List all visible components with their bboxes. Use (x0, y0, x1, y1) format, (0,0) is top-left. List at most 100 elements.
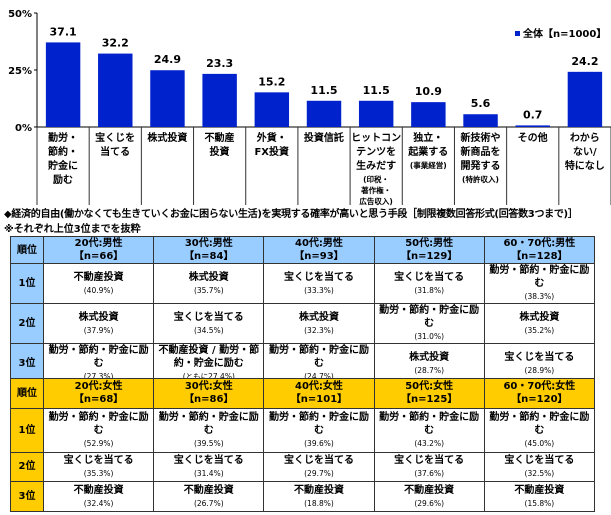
rank-label: 3位 (10, 481, 44, 512)
category-text: ヒットコン テンツを 生みだす (351, 133, 402, 172)
ranking-cell: 不動産投資 (18.8%) (263, 481, 375, 512)
group-label: 60・70代:男性 (503, 238, 576, 249)
ranking-cell: 宝くじを当てる (31.4%) (153, 451, 265, 483)
answer: 宝くじを当てる (283, 271, 354, 283)
answer: 不動産投資 (293, 484, 344, 496)
answer: 株式投資 (409, 351, 450, 363)
sample-size: 【n=101】 (290, 394, 348, 406)
bar (306, 100, 342, 127)
answer: 不動産投資 (73, 271, 124, 283)
answer: 宝くじを当てる (394, 454, 465, 466)
category-text: 株式投資 (147, 133, 188, 144)
answer: 宝くじを当てる (504, 351, 575, 363)
percentage: (32.3%) (304, 325, 334, 335)
percentage: (39.6%) (304, 438, 334, 448)
ranking-cell: 宝くじを当てる (29.7%) (263, 451, 375, 483)
ranking-cell: 宝くじを当てる (33.3%) (263, 263, 375, 304)
ranking-cell: 不動産投資 / 勤労・節約・貯金に励む (ともに27.4%) (153, 343, 265, 384)
sample-size: 【n=68】 (73, 394, 124, 406)
percentage: (33.3%) (304, 285, 334, 295)
ranking-cell: 株式投資 (35.2%) (483, 303, 596, 344)
ranking-cell: 宝くじを当てる (35.3%) (42, 451, 155, 483)
male-ranking-table: 順位 20代:男性 【n=66】 30代:男性 【n=84】 40代:男性 【n=93】 50… (10, 236, 596, 384)
percentage: (45.0%) (524, 438, 555, 448)
percentage: (35.7%) (193, 285, 224, 295)
data-label: 24.2 (571, 55, 598, 68)
percentage: (40.9%) (83, 285, 114, 295)
group-label: 40代:男性 (295, 238, 343, 249)
percentage: (34.5%) (193, 325, 224, 335)
bar (358, 100, 394, 127)
group-label: 20代:男性 (74, 238, 123, 249)
bar (463, 114, 498, 127)
sample-size: 【n=128】 (511, 251, 568, 262)
percentage: (31.4%) (193, 468, 224, 478)
bar (45, 42, 81, 127)
header-row: 順位 20代:男性 【n=66】 30代:男性 【n=84】 40代:男性 【n=93】 50… (10, 236, 596, 264)
sample-size: 【n=84】 (184, 251, 234, 262)
group-header: 50代:男性 【n=129】 (373, 236, 485, 264)
female-ranking-table: 順位 20代:女性 【n=68】 30代:女性 【n=86】 40代:女性 【n=101】 5… (10, 378, 596, 512)
percentage: (31.8%) (414, 285, 444, 295)
ranking-cell: 宝くじを当てる (32.5%) (483, 451, 596, 483)
sample-size: 【n=120】 (511, 394, 568, 406)
sample-size: 【n=129】 (400, 251, 458, 262)
ranking-cell: 勤労・節約・貯金に励む (39.6%) (263, 407, 375, 453)
ranking-cell: 宝くじを当てる (31.8%) (373, 263, 485, 304)
data-label: 32.2 (102, 37, 129, 50)
bar (515, 125, 550, 127)
percentage: (38.3%) (524, 292, 555, 301)
rank-row: 1位 不動産投資 (40.9%) 株式投資 (35.7%) 宝くじを当てる (33.3%) 宝… (10, 263, 596, 304)
sample-size: 【n=125】 (400, 394, 458, 406)
group-header: 30代:男性 【n=84】 (153, 236, 265, 264)
category-label: 外貨・ FX投資 (246, 132, 298, 160)
ranking-cell: 株式投資 (28.7%) (373, 343, 485, 384)
answer: 不動産投資 (73, 484, 124, 496)
answer: 勤労・節約・貯金に励む (489, 265, 590, 289)
answer: 不動産投資 (183, 484, 234, 496)
answer: 不動産投資 (404, 484, 455, 496)
ranking-cell: 勤労・節約・貯金に励む (52.9%) (42, 407, 155, 453)
percentage: (35.3%) (83, 468, 114, 478)
category-label: 不動産 投資 (194, 132, 246, 160)
category-label: わから ない/ 特になし (559, 132, 611, 174)
data-label: 23.3 (206, 57, 233, 70)
category-text: その他 (517, 133, 548, 144)
category-note: (特許収入) (462, 175, 499, 184)
group-header: 30代:女性 【n=86】 (153, 378, 265, 409)
category-note: (事業経営) (409, 161, 447, 170)
group-label: 60・70代:女性 (503, 381, 576, 393)
category-text: 新技術や 新商品を 開発する (460, 133, 501, 172)
category-label: 独立・ 起業する (事業経営) (402, 132, 454, 171)
category-label: 投資信託 (298, 132, 350, 146)
category-label: その他 (507, 132, 559, 146)
percentage: (32.5%) (524, 468, 555, 478)
group-header: 20代:男性 【n=66】 (42, 236, 155, 264)
ranking-cell: 勤労・節約・貯金に励む (24.7%) (263, 343, 375, 384)
bar (411, 102, 446, 127)
answer: 勤労・節約・貯金に励む (379, 305, 480, 329)
survey-title: ◆経済的自由(働かなくても生きていくお金に困らない生活)を実現する確率が高いと思… (4, 209, 578, 220)
data-label: 37.1 (50, 25, 77, 38)
category-text: 宝くじを 当てる (95, 133, 136, 158)
data-label: 15.2 (258, 75, 285, 88)
bar (150, 70, 185, 127)
rank-header: 順位 (10, 236, 44, 264)
category-label: 勤労・ 節約・ 貯金に 励む (37, 132, 89, 188)
ranking-cell: 不動産投資 (15.8%) (483, 481, 596, 512)
percentage: (35.2%) (524, 325, 555, 335)
percentage: (52.9%) (83, 438, 114, 448)
sample-size: 【n=66】 (73, 251, 124, 262)
rank-row: 2位 宝くじを当てる (35.3%) 宝くじを当てる (31.4%) 宝くじを当てる (29… (10, 451, 596, 483)
ranking-cell: 勤労・節約・貯金に励む (39.5%) (153, 407, 265, 453)
percentage: (24.7%) (304, 372, 334, 381)
answer: 株式投資 (188, 271, 229, 283)
percentage: (ともに27.4%) (182, 372, 235, 381)
ranking-cell: 不動産投資 (26.7%) (153, 481, 265, 512)
ranking-cell: 不動産投資 (29.6%) (373, 481, 485, 512)
group-label: 50代:女性 (405, 381, 454, 393)
answer: 不動産投資 / 勤労・節約・貯金に励む (158, 345, 260, 369)
percentage: (28.7%) (414, 365, 444, 375)
data-label: 24.9 (154, 53, 181, 66)
answer: 宝くじを当てる (173, 454, 244, 466)
